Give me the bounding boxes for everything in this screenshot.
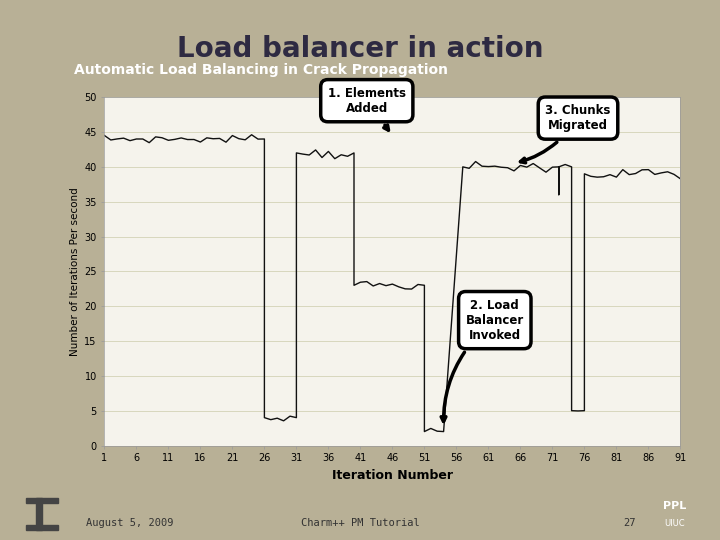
Text: 3. Chunks
Migrated: 3. Chunks Migrated xyxy=(521,104,611,163)
Text: Load balancer in action: Load balancer in action xyxy=(176,35,544,63)
Text: Automatic Load Balancing in Crack Propagation: Automatic Load Balancing in Crack Propag… xyxy=(73,63,448,77)
Text: August 5, 2009: August 5, 2009 xyxy=(86,518,174,529)
Text: 1. Elements
Added: 1. Elements Added xyxy=(328,87,406,130)
Bar xyxy=(26,498,58,503)
Text: UIUC: UIUC xyxy=(665,519,685,528)
Text: 2. Load
Balancer
Invoked: 2. Load Balancer Invoked xyxy=(441,299,524,421)
Bar xyxy=(26,525,58,530)
Bar xyxy=(36,498,42,530)
Text: 27: 27 xyxy=(624,518,636,529)
X-axis label: Iteration Number: Iteration Number xyxy=(332,469,453,482)
Text: PPL: PPL xyxy=(663,501,687,511)
Text: Charm++ PM Tutorial: Charm++ PM Tutorial xyxy=(301,518,419,529)
Y-axis label: Number of Iterations Per second: Number of Iterations Per second xyxy=(70,187,80,356)
